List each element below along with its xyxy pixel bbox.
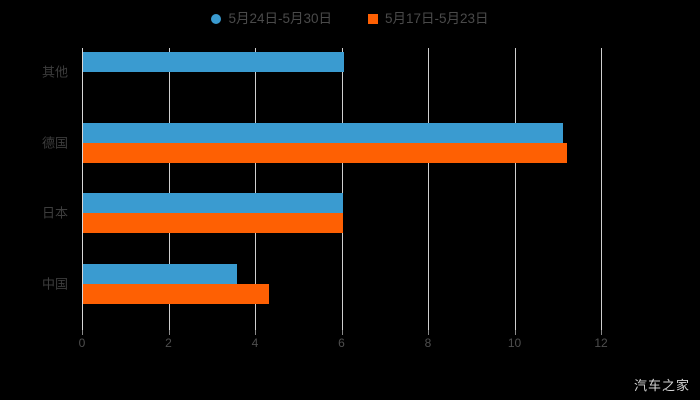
x-gridline [428, 48, 429, 330]
x-gridline [601, 48, 602, 330]
legend-square-icon [368, 14, 378, 24]
watermark-label: 汽车之家 [633, 378, 690, 393]
x-axis-tick-label: 10 [507, 336, 522, 350]
legend-item[interactable]: 5月17日-5月23日 [368, 9, 489, 29]
bar[interactable] [83, 193, 343, 214]
x-axis-tick-label: 4 [251, 336, 259, 350]
x-axis-tick [168, 330, 170, 335]
x-axis-tick [82, 330, 83, 335]
x-axis-tick-label: 0 [78, 336, 86, 350]
x-axis-tick-label: 12 [594, 336, 608, 350]
legend-dot-icon [211, 14, 222, 24]
y-axis-category-label: 日本 [41, 205, 68, 221]
x-gridline [514, 48, 516, 330]
legend-item-label: 5月17日-5月23日 [385, 11, 489, 27]
bar[interactable] [83, 142, 568, 163]
x-axis-tick-label: 2 [165, 336, 172, 350]
y-axis-category-labels: 中国 日本 德国 其他 [0, 48, 74, 330]
legend-item[interactable]: 5月24日-5月30日 [211, 9, 332, 29]
plot-area: 0 2 4 6 8 10 12 [79, 48, 608, 349]
y-axis-category-label: 其他 [41, 64, 68, 80]
y-axis-category-label: 中国 [41, 276, 68, 292]
legend-item-label: 5月24日-5月30日 [228, 11, 332, 27]
bar[interactable] [83, 122, 564, 143]
x-axis-tick [255, 330, 256, 335]
x-axis-tick-label: 6 [338, 336, 345, 350]
bar[interactable] [83, 213, 343, 234]
x-gridline [341, 48, 343, 330]
x-gridline [82, 48, 83, 330]
x-axis-tick [601, 330, 602, 335]
x-axis-tick-label: 8 [424, 336, 432, 350]
bar[interactable] [83, 52, 344, 73]
y-axis-category-label: 德国 [41, 135, 68, 151]
x-axis-tick [341, 330, 343, 335]
x-gridline [255, 48, 256, 330]
x-axis-tick [514, 330, 516, 335]
x-gridline [168, 48, 170, 330]
x-axis-tick [428, 330, 429, 335]
bar[interactable] [83, 283, 269, 304]
chart-legend: 5月24日-5月30日 5月17日-5月23日 [0, 6, 700, 32]
bar[interactable] [83, 263, 237, 284]
